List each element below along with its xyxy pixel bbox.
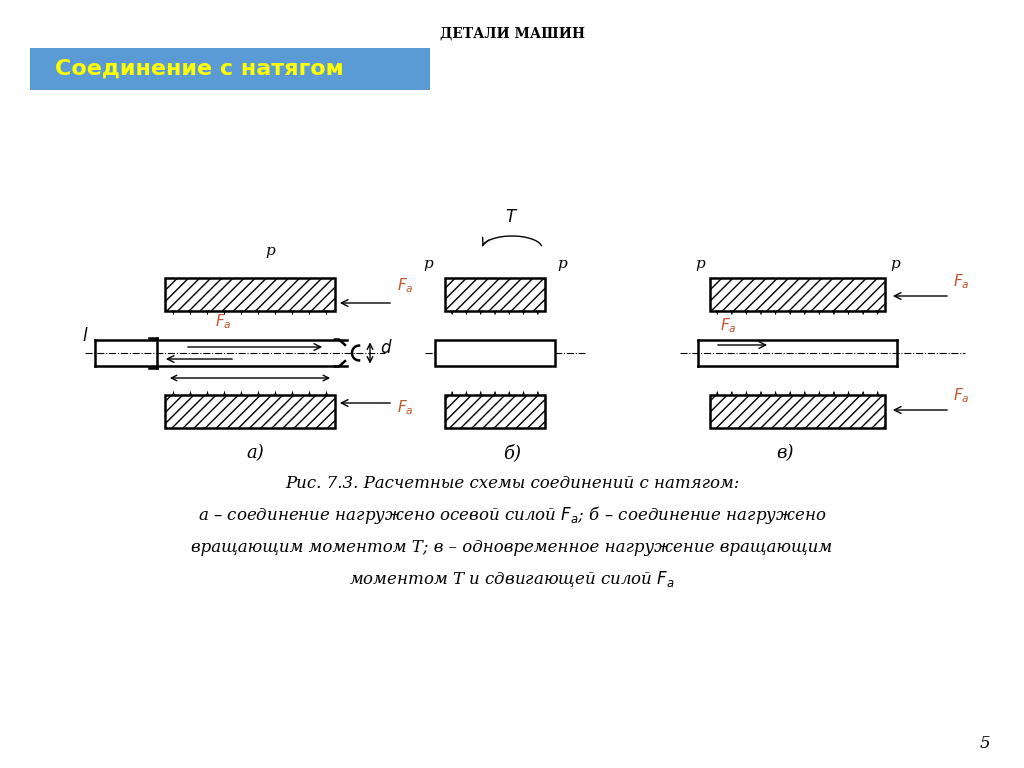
FancyBboxPatch shape xyxy=(30,48,430,90)
Bar xyxy=(445,278,545,311)
Text: а): а) xyxy=(246,444,264,462)
Text: $T$: $T$ xyxy=(506,209,518,226)
Text: $d$: $d$ xyxy=(380,339,392,357)
Text: моментом Т и сдвигающей силой $F_a$: моментом Т и сдвигающей силой $F_a$ xyxy=(349,569,675,589)
Text: вращающим моментом Т; в – одновременное нагружение вращающим: вращающим моментом Т; в – одновременное … xyxy=(191,538,833,555)
Text: $F_a$: $F_a$ xyxy=(397,399,414,417)
Bar xyxy=(710,278,885,311)
Text: p: p xyxy=(695,257,705,271)
Text: $F_a$: $F_a$ xyxy=(720,316,736,335)
Text: p: p xyxy=(890,257,900,271)
Text: ДЕТАЛИ МАШИН: ДЕТАЛИ МАШИН xyxy=(439,26,585,40)
Text: а – соединение нагружено осевой силой $F_a$; б – соединение нагружено: а – соединение нагружено осевой силой $F… xyxy=(198,504,826,526)
Text: p: p xyxy=(265,244,274,258)
Text: в): в) xyxy=(776,444,794,462)
Bar xyxy=(710,395,885,428)
Bar xyxy=(435,339,555,366)
Text: $F_a$: $F_a$ xyxy=(953,273,970,291)
Bar xyxy=(445,395,545,428)
Bar xyxy=(165,278,335,311)
Text: $F_a$: $F_a$ xyxy=(215,313,231,331)
Text: $F_a$: $F_a$ xyxy=(953,386,970,405)
Text: Рис. 7.3. Расчетные схемы соединений с натягом:: Рис. 7.3. Расчетные схемы соединений с н… xyxy=(285,475,739,492)
Text: p: p xyxy=(557,257,566,271)
Text: Соединение с натягом: Соединение с натягом xyxy=(55,59,344,79)
Text: p: p xyxy=(423,257,433,271)
Bar xyxy=(165,395,335,428)
Text: б): б) xyxy=(503,444,521,462)
Text: $l$: $l$ xyxy=(82,327,88,345)
Text: 5: 5 xyxy=(979,734,990,752)
Text: $F_a$: $F_a$ xyxy=(397,276,414,295)
